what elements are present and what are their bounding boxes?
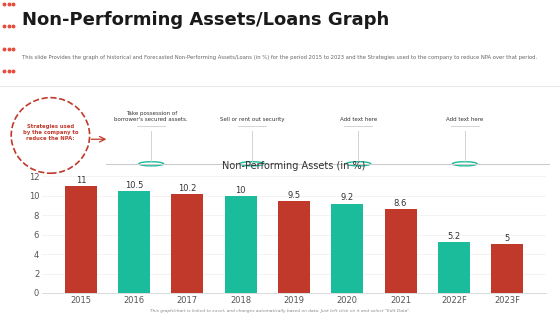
Text: 5.2: 5.2 [447, 232, 460, 241]
Bar [278, 201, 310, 293]
Bar [385, 209, 417, 293]
Text: This graph/chart is linked to excel, and changes automatically based on data. Ju: This graph/chart is linked to excel, and… [150, 309, 410, 313]
Bar [65, 186, 97, 293]
Text: Strategies used
by the company to
reduce the NPA:: Strategies used by the company to reduce… [22, 124, 78, 141]
Text: 9.2: 9.2 [340, 193, 354, 203]
Text: Sell or rent out security: Sell or rent out security [220, 117, 284, 122]
Text: 10.5: 10.5 [125, 181, 143, 190]
Text: 5: 5 [505, 234, 510, 243]
Text: 8.6: 8.6 [394, 199, 407, 208]
Bar [438, 243, 470, 293]
Bar [332, 203, 363, 293]
Text: Non-Performing Assets/Loans Graph: Non-Performing Assets/Loans Graph [22, 11, 390, 29]
Text: Take possession of
borrower's secured assets.: Take possession of borrower's secured as… [114, 112, 188, 122]
Title: Non-Performing Assets (in %): Non-Performing Assets (in %) [222, 162, 366, 171]
Text: This slide Provides the graph of historical and Forecasted Non-Performing Assets: This slide Provides the graph of histori… [22, 55, 538, 60]
Bar [491, 244, 523, 293]
Bar [171, 194, 203, 293]
Text: 10.2: 10.2 [178, 184, 197, 193]
Bar [118, 191, 150, 293]
Text: 11: 11 [76, 176, 86, 185]
Text: 10: 10 [235, 186, 246, 195]
Text: 9.5: 9.5 [287, 191, 301, 199]
Text: Add text here: Add text here [446, 117, 483, 122]
Bar [225, 196, 256, 293]
Text: Add text here: Add text here [340, 117, 377, 122]
